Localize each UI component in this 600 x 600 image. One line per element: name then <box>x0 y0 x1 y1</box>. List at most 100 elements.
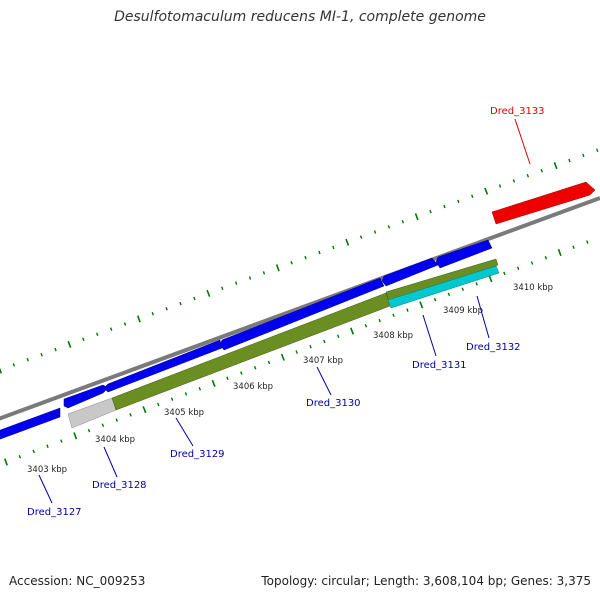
outer-ring-tick <box>457 199 460 204</box>
inner-ring-tick <box>336 334 340 339</box>
outer-ring-tick <box>165 306 168 311</box>
gene-label-3129[interactable]: Dred_3129 <box>170 449 225 460</box>
kbp-label-3406: 3406 kbp <box>233 382 273 392</box>
outer-ring-tick <box>568 158 571 163</box>
outer-ring-tick <box>540 168 543 173</box>
inner-ring-tick <box>433 297 437 302</box>
inner-ring-tick <box>198 386 202 391</box>
leader-3132 <box>476 295 490 339</box>
outer-ring-tick <box>248 276 252 280</box>
inner-ring-tick <box>586 240 589 244</box>
inner-ring-tick <box>309 345 312 349</box>
outer-ring-tick <box>193 296 196 301</box>
gene-block-3133[interactable] <box>491 181 596 225</box>
gene-block-3130-fwd[interactable] <box>219 277 385 351</box>
reverse-strand-genes <box>67 258 500 429</box>
outer-ring-tick <box>123 322 127 326</box>
inner-ring-tick <box>378 318 381 323</box>
inner-ring-tick <box>295 350 298 354</box>
inner-ring-tick <box>572 245 575 250</box>
inner-ring-tick <box>406 308 409 312</box>
kbp-label-3410: 3410 kbp <box>513 283 553 293</box>
inner-ring-tick <box>101 423 105 428</box>
leader-3130 <box>316 366 332 396</box>
outer-ring-tick <box>484 187 489 195</box>
inner-ring-tick <box>461 287 465 291</box>
outer-ring-tick <box>40 352 43 357</box>
inner-ring-tick <box>544 255 548 260</box>
gene-label-3128[interactable]: Dred_3128 <box>92 480 147 491</box>
kbp-label-3407: 3407 kbp <box>303 356 343 366</box>
inner-ring-tick <box>73 432 78 440</box>
gene-label-3132[interactable]: Dred_3132 <box>466 342 521 353</box>
kbp-tick-labels: 3403 kbp 3404 kbp 3405 kbp 3406 kbp 3407… <box>27 283 553 475</box>
outer-ring-tick <box>429 209 432 214</box>
genome-summary-text: Topology: circular; Length: 3,608,104 bp… <box>261 574 591 588</box>
leader-3128 <box>103 446 118 478</box>
outer-ring-tick <box>82 337 85 342</box>
kbp-label-3409: 3409 kbp <box>443 306 483 316</box>
inner-ring-tick <box>557 248 562 257</box>
outer-ring-tick <box>151 312 154 316</box>
outer-tick-ring <box>0 148 599 374</box>
inner-ring-tick <box>46 444 49 449</box>
inner-ring-tick <box>488 275 493 283</box>
gene-block-3128[interactable] <box>63 384 109 409</box>
inner-ring-tick <box>253 365 257 370</box>
inner-ring-tick <box>87 428 91 433</box>
accession-text: Accession: NC_009253 <box>9 574 146 588</box>
gene-label-3127[interactable]: Dred_3127 <box>27 507 82 518</box>
outer-ring-tick <box>26 358 29 362</box>
outer-ring-tick <box>387 225 391 229</box>
inner-ring-tick <box>392 313 395 318</box>
outer-ring-tick <box>221 286 224 290</box>
outer-ring-tick <box>401 220 405 224</box>
outer-ring-tick <box>582 153 585 158</box>
gene-labels: Dred_3127 Dred_3128 Dred_3129 Dred_3130 … <box>27 106 545 518</box>
gene-block-3132-fwd[interactable] <box>435 239 493 269</box>
inner-ring-tick <box>170 397 174 401</box>
inner-ring-tick <box>280 353 285 361</box>
inner-ring-tick <box>240 371 243 375</box>
gene-block-3127[interactable] <box>0 407 61 441</box>
inner-ring-tick <box>184 392 188 396</box>
inner-ring-tick <box>129 413 132 417</box>
outer-ring-tick <box>498 184 502 188</box>
inner-ring-tick <box>323 339 326 344</box>
gene-label-3133[interactable]: Dred_3133 <box>490 106 545 117</box>
inner-ring-tick <box>516 266 520 270</box>
gene-block-3131-rev[interactable] <box>387 265 500 309</box>
outer-ring-tick <box>414 213 419 221</box>
outer-ring-tick <box>345 238 350 246</box>
outer-ring-tick <box>359 235 363 239</box>
gene-label-3131[interactable]: Dred_3131 <box>412 360 467 371</box>
inner-ring-tick <box>32 449 35 454</box>
inner-ring-tick <box>60 439 63 443</box>
gene-label-3130[interactable]: Dred_3130 <box>306 398 361 409</box>
leader-3129 <box>175 417 194 447</box>
inner-ring-tick <box>530 261 534 265</box>
kbp-label-3405: 3405 kbp <box>164 408 204 418</box>
outer-ring-tick <box>304 255 307 260</box>
gene-block-3129-fwd[interactable] <box>103 339 223 393</box>
inner-tick-ring <box>4 240 589 466</box>
outer-ring-tick <box>206 289 211 297</box>
outer-ring-tick <box>332 245 335 250</box>
kbp-label-3408: 3408 kbp <box>373 331 413 341</box>
gene-block-3131-fwd[interactable] <box>381 257 439 287</box>
genome-backbone <box>0 196 600 421</box>
kbp-label-3403: 3403 kbp <box>27 465 67 475</box>
inner-ring-tick <box>364 324 368 328</box>
inner-ring-tick <box>447 292 451 297</box>
outer-ring-tick <box>471 194 474 199</box>
outer-ring-tick <box>179 301 182 306</box>
outer-ring-tick <box>54 347 57 352</box>
inner-ring-tick <box>142 406 147 414</box>
outer-ring-tick <box>234 281 238 285</box>
genome-title: Desulfotomaculum reducens MI-1, complete… <box>114 9 486 25</box>
outer-ring-tick <box>262 271 266 275</box>
outer-ring-tick <box>136 315 141 323</box>
gene-block-3129-rev[interactable] <box>111 292 391 411</box>
outer-ring-tick <box>512 179 516 183</box>
